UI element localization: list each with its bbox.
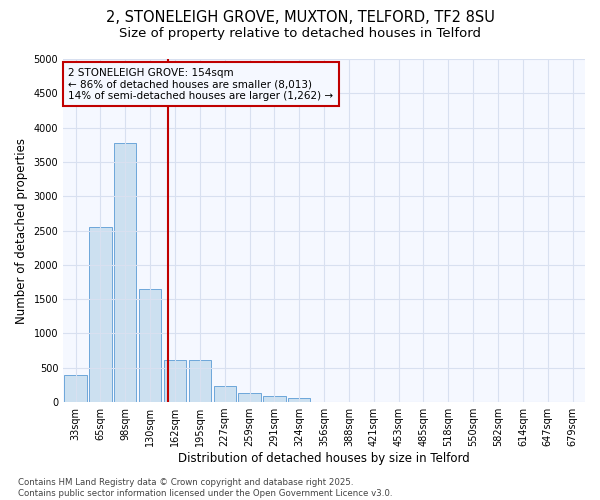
Bar [263,396,286,402]
Bar [214,386,236,402]
Y-axis label: Number of detached properties: Number of detached properties [15,138,28,324]
X-axis label: Distribution of detached houses by size in Telford: Distribution of detached houses by size … [178,452,470,465]
Text: 2 STONELEIGH GROVE: 154sqm
← 86% of detached houses are smaller (8,013)
14% of s: 2 STONELEIGH GROVE: 154sqm ← 86% of deta… [68,68,334,101]
Bar [164,360,186,402]
Bar [188,360,211,402]
Bar [288,398,310,402]
Bar [114,142,136,402]
Bar [139,289,161,402]
Text: 2, STONELEIGH GROVE, MUXTON, TELFORD, TF2 8SU: 2, STONELEIGH GROVE, MUXTON, TELFORD, TF… [106,10,494,25]
Bar [64,376,87,402]
Text: Contains HM Land Registry data © Crown copyright and database right 2025.
Contai: Contains HM Land Registry data © Crown c… [18,478,392,498]
Bar [89,227,112,402]
Bar [238,393,261,402]
Text: Size of property relative to detached houses in Telford: Size of property relative to detached ho… [119,28,481,40]
